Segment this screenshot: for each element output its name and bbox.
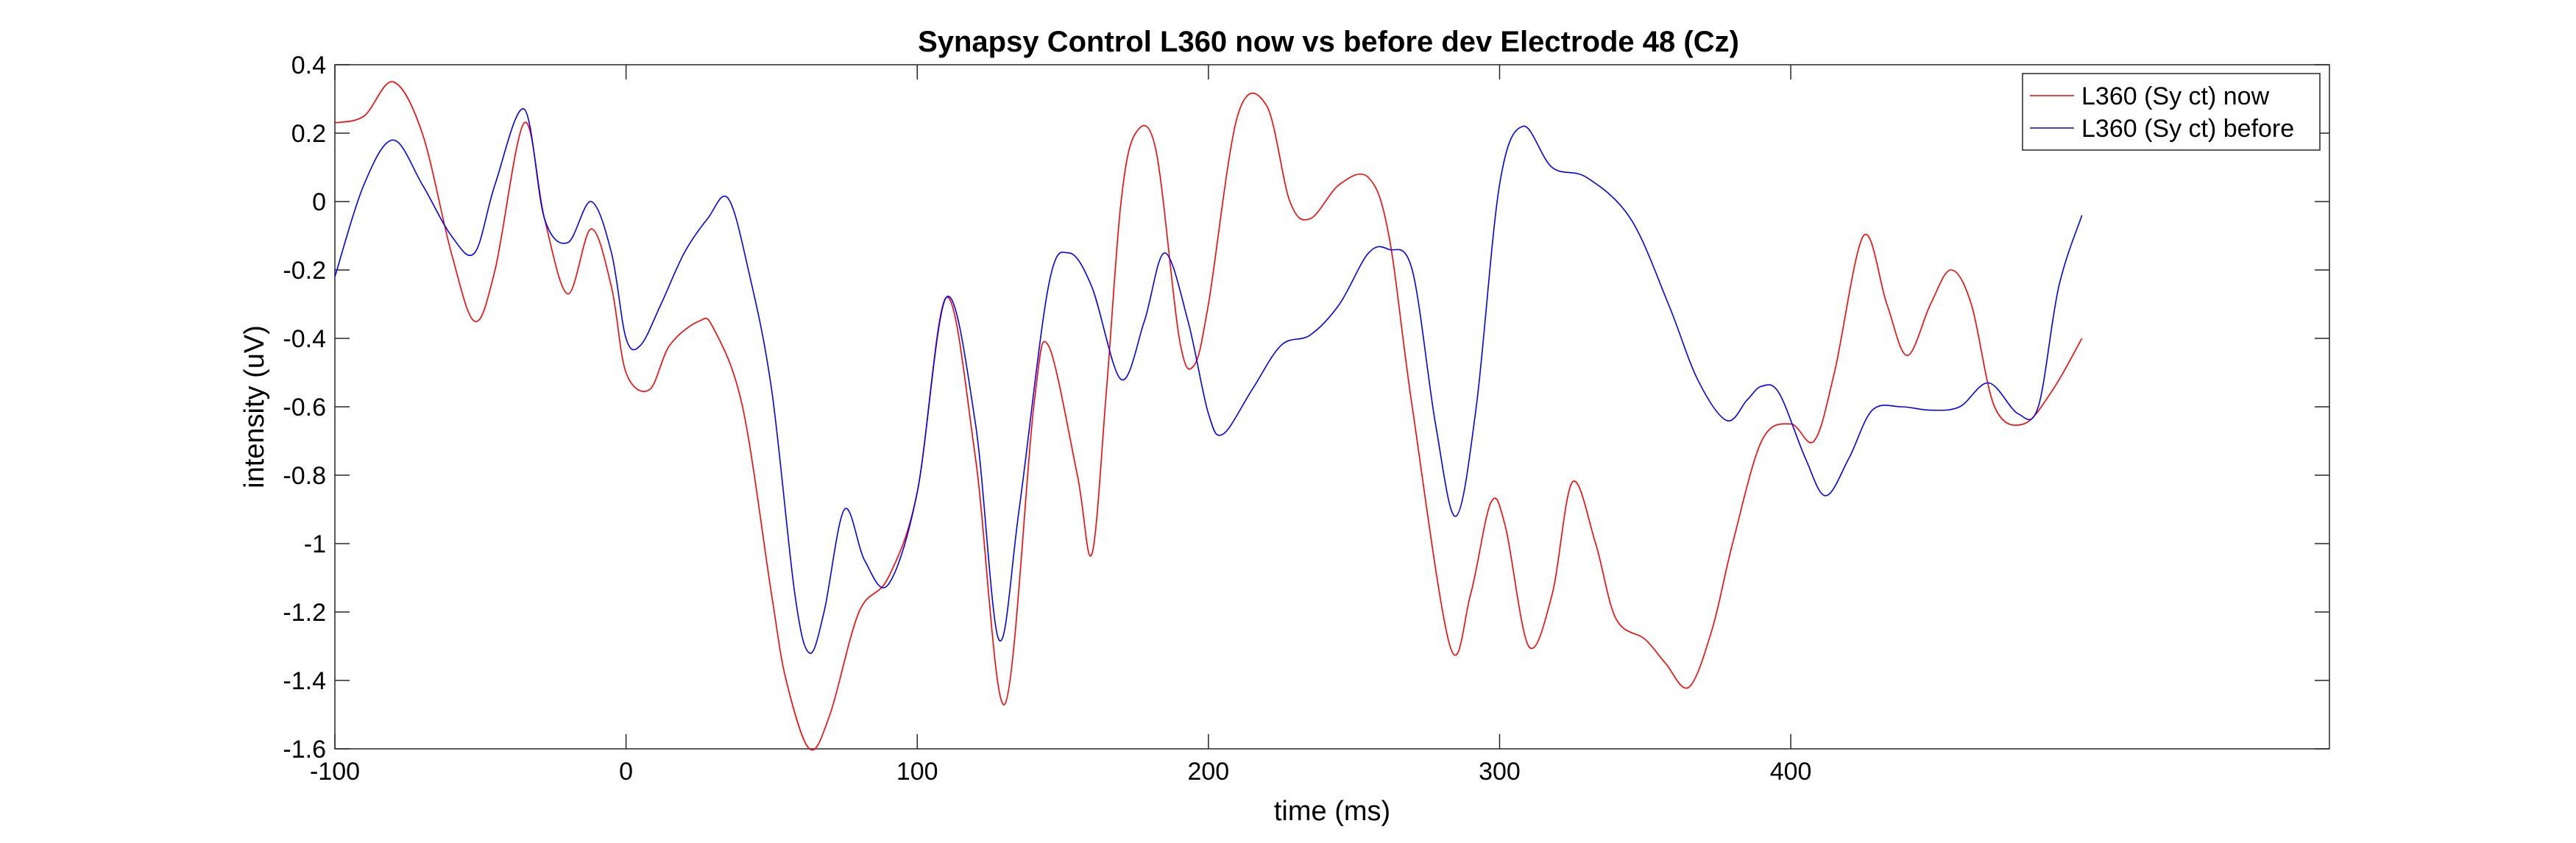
y-tick-label: -0.8 <box>283 462 326 490</box>
y-tick-label: -0.4 <box>283 325 326 353</box>
y-axis-label: intensity (uV) <box>239 325 270 488</box>
y-tick-label: -0.2 <box>283 257 326 285</box>
y-tick-label: -1.2 <box>283 599 326 627</box>
x-tick-label: 100 <box>896 758 938 786</box>
series-lines <box>334 81 2083 751</box>
x-tick-label: -100 <box>310 758 360 786</box>
axis-ticks <box>334 64 2329 750</box>
y-tick-label: -1.4 <box>283 667 326 695</box>
x-tick-label: 0 <box>619 758 633 786</box>
plot-area <box>334 64 2330 750</box>
y-tick-label: 0 <box>312 188 326 216</box>
y-tick-label: 0.2 <box>291 120 326 148</box>
y-tick-label: -0.6 <box>283 394 326 422</box>
x-axis-label: time (ms) <box>1274 796 1390 827</box>
y-tick-label: -1.6 <box>283 736 326 764</box>
chart-title: Synapsy Control L360 now vs before dev E… <box>918 26 1739 58</box>
y-tick-label: -1 <box>304 530 326 558</box>
legend-label-before: L360 (Sy ct) before <box>2081 115 2294 143</box>
legend: L360 (Sy ct) now L360 (Sy ct) before <box>2022 73 2321 151</box>
x-tick-label: 300 <box>1479 758 1521 786</box>
legend-box <box>2022 73 2321 151</box>
x-tick-label: 400 <box>1770 758 1812 786</box>
series-line-now <box>334 81 2083 751</box>
y-tick-label: 0.4 <box>291 51 326 79</box>
series-line-before <box>334 108 2083 654</box>
x-tick-label: 200 <box>1187 758 1229 786</box>
axis-tick-labels: -100 0 100 200 300 400 0.4 0.2 0 -0.2 -0.4 -0.6 -0.8… <box>283 51 1811 786</box>
legend-label-now: L360 (Sy ct) now <box>2081 82 2270 110</box>
